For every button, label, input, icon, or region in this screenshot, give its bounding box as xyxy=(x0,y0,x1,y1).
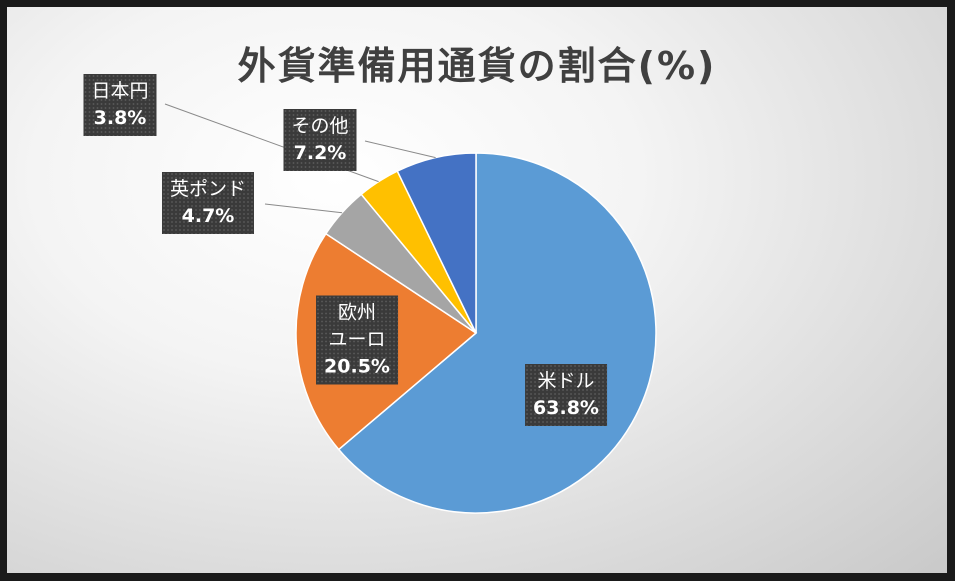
data-label: 英ポンド 4.7% xyxy=(161,172,255,234)
category-label: 英ポンド xyxy=(169,178,247,200)
value-label: 3.8% xyxy=(93,107,147,129)
chart-area: 外貨準備用通貨の割合(%) 米ドル 63.8% 欧州 ユーロ 20.5% 英ポンド 4.7… xyxy=(7,7,947,573)
category-label: 米ドル xyxy=(537,370,595,392)
category-label: 日本円 xyxy=(91,80,149,102)
category-label: 欧州 ユーロ xyxy=(328,301,386,351)
value-label: 7.2% xyxy=(293,142,347,164)
leader-line xyxy=(264,203,343,214)
value-label: 20.5% xyxy=(324,355,390,378)
value-label: 4.7% xyxy=(181,205,235,227)
value-label: 63.8% xyxy=(533,397,599,419)
data-label: 日本円 3.8% xyxy=(83,74,157,136)
category-label: その他 xyxy=(291,115,349,137)
chart-title: 外貨準備用通貨の割合(%) xyxy=(237,44,717,88)
data-label: 米ドル 63.8% xyxy=(525,364,607,426)
data-label: 欧州 ユーロ 20.5% xyxy=(316,295,398,385)
leader-line xyxy=(364,140,436,159)
data-label: その他 7.2% xyxy=(283,109,357,171)
